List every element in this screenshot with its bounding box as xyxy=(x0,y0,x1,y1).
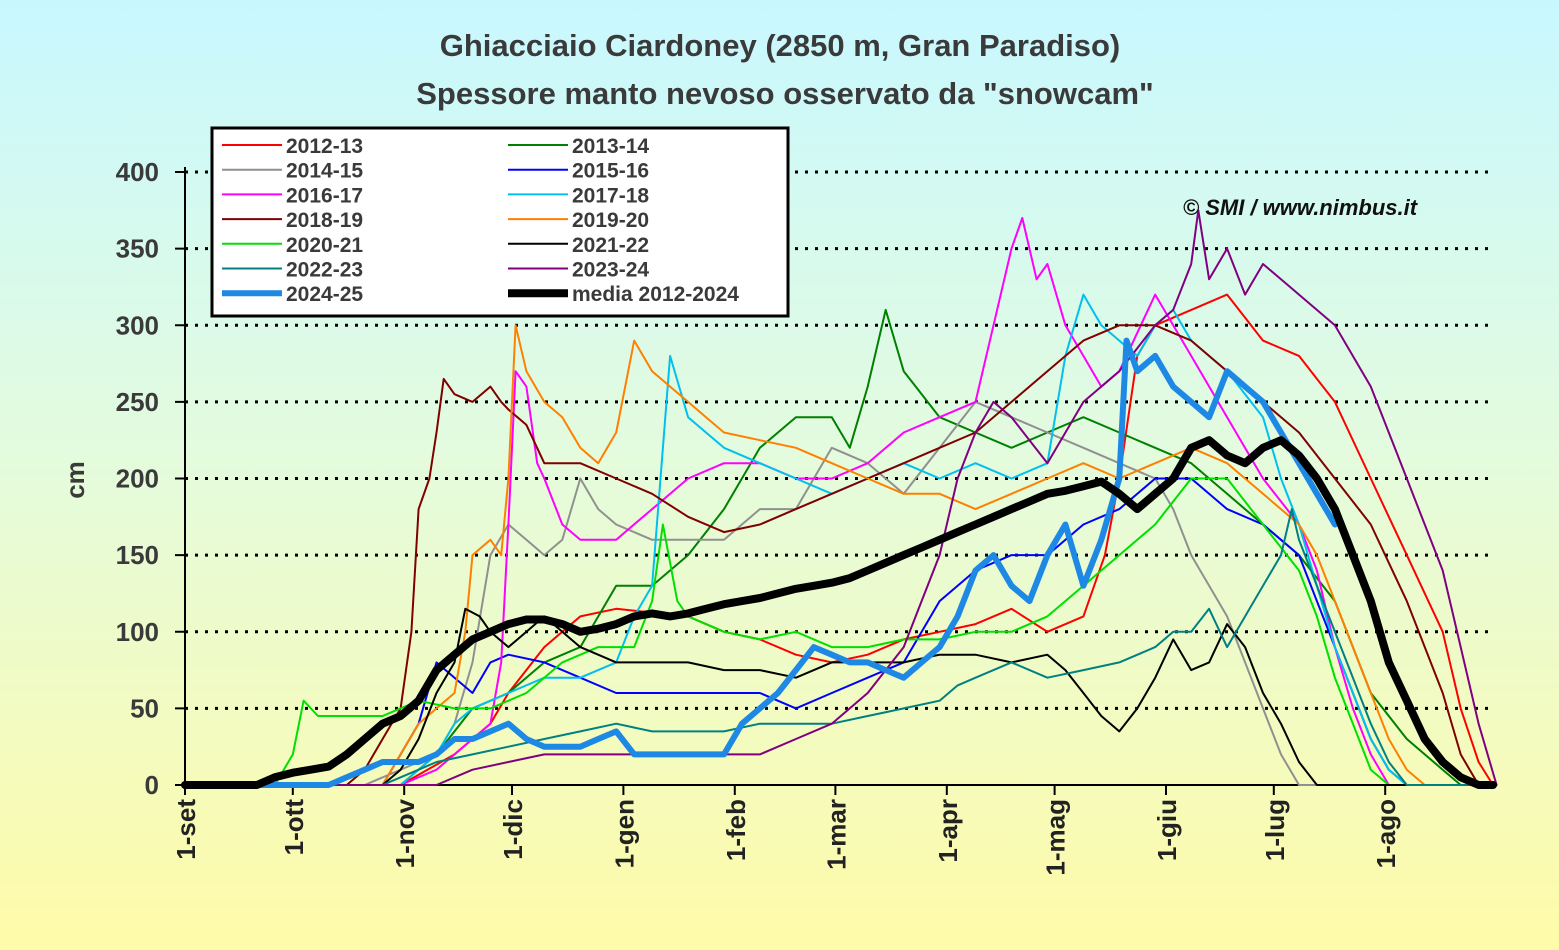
x-tick-label: 1-feb xyxy=(721,799,751,861)
y-tick-label: 200 xyxy=(116,464,159,494)
x-tick-label: 1-lug xyxy=(1260,799,1290,861)
legend-label: 2017-18 xyxy=(572,184,649,207)
legend-label: 2018-19 xyxy=(286,209,363,232)
series-lines xyxy=(181,209,1498,789)
series-line-2019-20 xyxy=(184,324,1494,786)
legend-label: 2023-24 xyxy=(572,259,649,282)
legend-label: 2014-15 xyxy=(286,160,363,183)
chart-subtitle: Spessore manto nevoso osservato da "snow… xyxy=(416,76,1153,111)
series-line-2016-17 xyxy=(184,217,1494,786)
series-line-2018-19 xyxy=(184,324,1494,786)
y-tick-label: 250 xyxy=(116,387,159,417)
legend-label: 2019-20 xyxy=(572,209,649,232)
legend-label: 2013-14 xyxy=(572,135,649,158)
legend-label: media 2012-2024 xyxy=(572,283,739,306)
series-line-2013-14 xyxy=(184,308,1494,786)
x-tick-label: 1-gen xyxy=(609,799,639,868)
legend-box xyxy=(210,126,790,318)
chart-title: Ghiacciaio Ciardoney (2850 m, Gran Parad… xyxy=(440,28,1121,63)
x-tick-label: 1-ott xyxy=(279,799,309,856)
legend-label: 2021-22 xyxy=(572,234,649,257)
legend-label: 2024-25 xyxy=(286,283,363,306)
legend: 2012-13 2013-14 2014-15 2015-16 2016-17 2017-… xyxy=(210,126,790,318)
x-tick-label: 1-set xyxy=(171,799,201,860)
legend-label: 2022-23 xyxy=(286,259,363,282)
x-tick-label: 1-mar xyxy=(821,799,851,870)
series-line-2022-23 xyxy=(184,508,1494,786)
x-tick-labels: 1-set 1-ott 1-nov 1-dic 1-gen 1-feb 1-mar 1-apr… xyxy=(171,798,1401,875)
series-line-2024-25 xyxy=(182,337,1338,788)
y-tick-label: 100 xyxy=(116,617,159,647)
series-line-2012-13 xyxy=(184,293,1494,786)
y-tick-labels: 0 50 100 150 200 250 300 350 400 xyxy=(116,157,159,800)
legend-label: 2016-17 xyxy=(286,184,363,207)
series-line-2021-22 xyxy=(184,607,1494,786)
x-tick-label: 1-apr xyxy=(933,799,963,863)
x-tick-label: 1-dic xyxy=(498,799,528,860)
y-tick-label: 0 xyxy=(145,770,159,800)
y-tick-label: 150 xyxy=(116,540,159,570)
legend-label: 2020-21 xyxy=(286,234,363,257)
legend-label: 2015-16 xyxy=(572,160,649,183)
series-line-media-2012-2024 xyxy=(181,436,1497,789)
y-axis-label: cm xyxy=(60,461,90,499)
x-tick-label: 1-ago xyxy=(1371,799,1401,868)
x-tick-label: 1-giu xyxy=(1152,799,1182,861)
y-tick-label: 50 xyxy=(130,693,159,723)
y-tick-label: 350 xyxy=(116,234,159,264)
legend-label: 2012-13 xyxy=(286,135,363,158)
grid xyxy=(175,170,1493,786)
copyright-note: © SMI / www.nimbus.it xyxy=(1183,195,1419,220)
x-tick-label: 1-nov xyxy=(390,798,420,868)
series-line-2017-18 xyxy=(184,293,1494,786)
y-tick-label: 400 xyxy=(116,157,159,187)
x-tick-label: 1-mag xyxy=(1041,799,1071,876)
y-tick-label: 300 xyxy=(116,310,159,340)
